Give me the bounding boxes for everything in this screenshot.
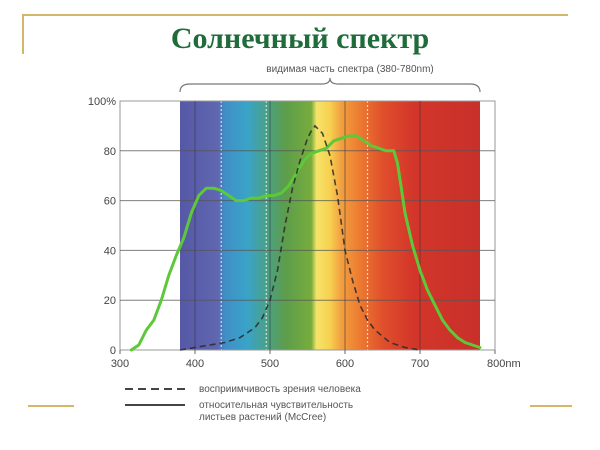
human-vision-curve [179,124,421,351]
dashed-line-swatch-icon [125,388,185,390]
slide-frame-top-line [22,14,568,16]
legend-item-human-vision: восприимчивость зрения человека [125,384,361,396]
decorative-line-right [530,405,572,407]
legend-label: восприимчивость зрения человека [199,384,361,395]
visible-spectrum-background [180,101,480,350]
plant-sensitivity-curve [129,134,482,352]
legend-label: относительная чувствительность [199,400,354,411]
visible-range-annotation: видимая часть спектра (380-780nm) [266,64,434,75]
plot-border [119,100,496,351]
legend-label-line2: листьев растений (McCree) [199,412,327,423]
x-tick-label: 300 [111,358,129,370]
slide-frame-left-line [22,14,24,54]
slide-title: Солнечный спектр [170,22,430,55]
x-tick-label: 600 [336,358,354,370]
x-tick-label: 400 [186,358,204,370]
chart-legend: восприимчивость зрения человека относите… [125,384,361,428]
solid-line-swatch-icon [125,404,185,406]
x-tick-label: 700 [411,358,429,370]
x-tick-label: 800nm [487,358,521,370]
decorative-line-left [28,405,74,407]
y-tick-label: 40 [104,245,116,257]
visible-range-brace [179,77,481,93]
legend-item-plant-sensitivity: относительная чувствительность листьев р… [125,400,361,424]
y-tick-label: 80 [104,146,116,158]
y-tick-label: 20 [104,295,116,307]
y-tick-label: 0 [110,345,116,357]
y-tick-label: 60 [104,196,116,208]
y-tick-label: 100% [88,96,116,108]
x-tick-label: 500 [261,358,279,370]
